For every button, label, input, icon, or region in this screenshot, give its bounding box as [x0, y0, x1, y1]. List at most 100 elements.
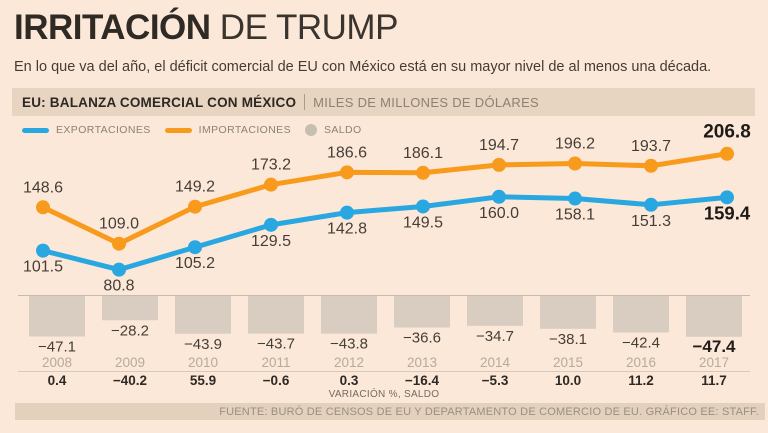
export-value-2014: 160.0 [479, 205, 519, 222]
year-label-2009: 2009 [115, 355, 145, 370]
chart-header-bar: EU: BALANZA COMERCIAL CON MÉXICO MILES D… [12, 88, 755, 116]
saldo-value-2011: −43.7 [257, 336, 295, 353]
exportaciones-point-2011 [264, 217, 278, 232]
year-label-2012: 2012 [334, 355, 364, 370]
chart-legend: EXPORTACIONES IMPORTACIONES SALDO [22, 123, 362, 137]
year-label-2015: 2015 [553, 355, 583, 370]
export-value-2017: 159.4 [704, 202, 751, 223]
exportaciones-point-2016 [644, 197, 658, 212]
importaciones-point-2009 [112, 236, 126, 251]
export-value-2011: 129.5 [251, 233, 291, 250]
importaciones-point-2017 [720, 146, 734, 161]
legend-item-importaciones: IMPORTACIONES [164, 124, 291, 136]
importaciones-point-2016 [644, 158, 658, 173]
saldo-value-2014: −34.7 [476, 328, 514, 345]
exportaciones-point-2009 [112, 262, 126, 277]
import-value-2008: 148.6 [23, 179, 63, 196]
chart-title: EU: BALANZA COMERCIAL CON MÉXICO [22, 94, 297, 110]
variation-value-2008: 0.4 [48, 373, 67, 388]
export-value-2008: 101.5 [23, 259, 63, 276]
saldo-bar-2017 [686, 296, 742, 337]
legend-item-saldo: SALDO [305, 124, 362, 136]
saldo-value-2017: −47.4 [692, 337, 736, 356]
export-value-2009: 80.8 [103, 278, 134, 295]
saldo-bar-2011 [248, 296, 304, 334]
saldo-value-2013: −36.6 [403, 329, 441, 346]
importaciones-line-icon [164, 127, 192, 133]
exportaciones-point-2017 [720, 190, 734, 205]
year-label-2008: 2008 [42, 355, 72, 370]
export-value-2013: 149.5 [403, 214, 443, 231]
legend-label-importaciones: IMPORTACIONES [198, 124, 291, 136]
export-value-2010: 105.2 [175, 255, 215, 272]
variation-value-2011: −0.6 [263, 373, 290, 388]
import-value-2017: 206.8 [703, 122, 751, 143]
title-light-part: DE TRUMP [210, 8, 399, 47]
importaciones-point-2015 [568, 156, 582, 171]
saldo-bar-2014 [467, 296, 523, 326]
year-label-2013: 2013 [407, 355, 437, 370]
importaciones-line [40, 151, 730, 247]
importaciones-point-2012 [340, 165, 354, 180]
saldo-bar-2015 [540, 296, 596, 329]
import-value-2010: 149.2 [175, 179, 215, 196]
variation-caption: VARIACIÓN %, SALDO [328, 389, 440, 400]
saldo-bar-2009 [102, 296, 158, 321]
import-value-2014: 194.7 [479, 137, 519, 154]
year-label-2014: 2014 [480, 355, 511, 370]
subtitle: En lo que va del año, el déficit comerci… [14, 59, 712, 75]
year-label-2011: 2011 [261, 355, 290, 370]
exportaciones-line-icon [22, 127, 49, 133]
import-value-2015: 196.2 [555, 135, 595, 152]
page-title: IRRITACIÓN DE TRUMP [14, 8, 398, 48]
saldo-bar-2013 [394, 296, 450, 328]
saldo-bar-2008 [29, 296, 85, 337]
variation-value-2010: 55.9 [190, 373, 216, 388]
saldo-value-2012: −43.8 [330, 336, 368, 353]
year-label-2010: 2010 [188, 355, 218, 370]
saldo-value-2009: −28.2 [111, 322, 149, 339]
import-value-2016: 193.7 [631, 138, 671, 155]
import-value-2009: 109.0 [99, 216, 139, 233]
import-value-2011: 173.2 [251, 157, 291, 174]
variation-value-2012: 0.3 [340, 373, 359, 388]
export-value-2012: 142.8 [327, 221, 367, 238]
legend-label-saldo: SALDO [324, 124, 362, 136]
variation-value-2017: 11.7 [701, 373, 727, 388]
source-bar: FUENTE: BURÓ DE CENSOS DE EU Y DEPARTAME… [15, 403, 765, 420]
exportaciones-point-2013 [416, 199, 430, 214]
importaciones-point-2008 [36, 200, 50, 215]
importaciones-point-2014 [492, 157, 506, 172]
exportaciones-point-2014 [492, 189, 506, 204]
export-value-2015: 158.1 [555, 207, 595, 224]
import-value-2013: 186.1 [403, 145, 443, 162]
saldo-dot-icon [305, 124, 317, 136]
exportaciones-line [40, 194, 730, 273]
variation-value-2016: 11.2 [628, 373, 654, 388]
legend-label-exportaciones: EXPORTACIONES [56, 124, 151, 136]
legend-item-exportaciones: EXPORTACIONES [22, 124, 151, 136]
importaciones-point-2011 [264, 177, 278, 192]
exportaciones-point-2008 [36, 243, 50, 258]
title-bold-part: IRRITACIÓN [14, 8, 211, 47]
exportaciones-point-2015 [568, 191, 582, 206]
variation-value-2014: −5.3 [482, 373, 509, 388]
source-credit: FUENTE: BURÓ DE CENSOS DE EU Y DEPARTAME… [219, 405, 759, 418]
chart-units-label: MILES DE MILLONES DE DÓLARES [313, 94, 540, 110]
variation-value-2015: 10.0 [555, 373, 581, 388]
saldo-bar-2010 [175, 296, 231, 334]
exportaciones-point-2010 [188, 240, 202, 255]
saldo-bar-2016 [613, 296, 669, 333]
export-value-2016: 151.3 [631, 213, 671, 230]
year-label-2017: 2017 [699, 355, 729, 370]
exportaciones-point-2012 [340, 205, 354, 220]
importaciones-point-2010 [188, 199, 202, 214]
import-value-2012: 186.6 [327, 144, 367, 161]
saldo-value-2010: −43.9 [184, 336, 222, 353]
saldo-value-2008: −47.1 [38, 339, 76, 356]
year-label-2016: 2016 [626, 355, 656, 370]
saldo-value-2015: −38.1 [549, 331, 587, 348]
variation-value-2013: −16.4 [405, 373, 440, 388]
